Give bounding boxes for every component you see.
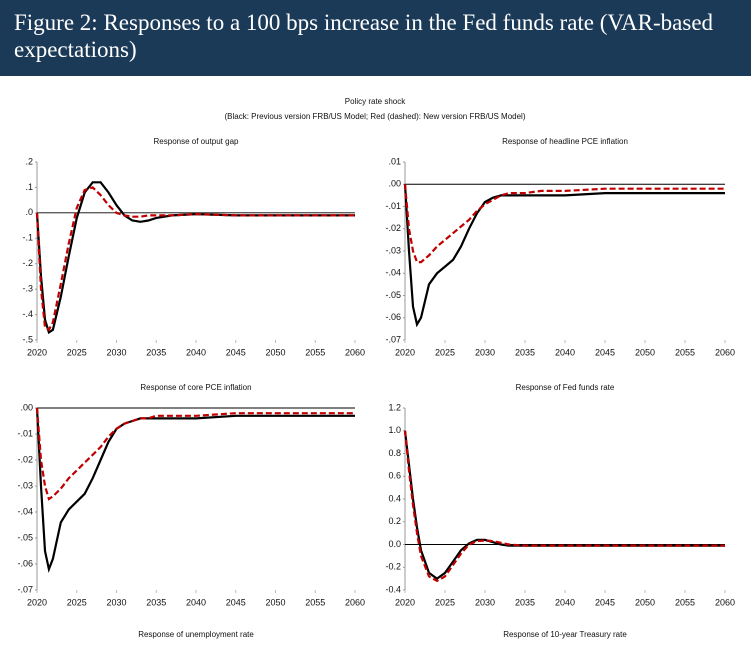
y-tick-label: .0 <box>25 207 33 217</box>
y-tick-label: -.5 <box>22 334 33 344</box>
y-tick-label: -.1 <box>22 233 33 243</box>
chart-title: Response of unemployment rate <box>138 630 254 639</box>
y-tick-label: -.04 <box>385 268 401 278</box>
x-tick-label: 2030 <box>106 347 126 357</box>
y-tick-label: -.02 <box>17 454 33 464</box>
series-line <box>403 184 725 264</box>
header: Figure 2: Responses to a 100 bps increas… <box>0 0 751 76</box>
x-tick-label: 2045 <box>595 597 615 607</box>
x-tick-label: 2020 <box>27 347 47 357</box>
y-tick-label: -.01 <box>385 201 401 211</box>
x-tick-label: 2025 <box>67 597 87 607</box>
chart-title: Response of Fed funds rate <box>516 383 615 392</box>
x-tick-label: 2020 <box>27 597 47 607</box>
x-tick-label: 2040 <box>186 597 206 607</box>
chart-title: Response of core PCE inflation <box>140 383 251 392</box>
x-tick-label: 2055 <box>305 347 325 357</box>
y-tick-label: -.03 <box>385 245 401 255</box>
x-tick-label: 2040 <box>186 347 206 357</box>
x-tick-label: 2060 <box>715 347 735 357</box>
y-tick-label: -.07 <box>385 334 401 344</box>
y-tick-label: -.03 <box>17 480 33 490</box>
subtitle: Policy rate shock <box>345 97 406 106</box>
x-tick-label: 2030 <box>475 597 495 607</box>
chart-title: Response of 10-year Treasury rate <box>503 630 627 639</box>
y-tick-label: -.3 <box>22 284 33 294</box>
header-title: Figure 2: Responses to a 100 bps increas… <box>14 10 714 62</box>
y-tick-label: .01 <box>388 156 401 166</box>
y-tick-label: -.06 <box>17 558 33 568</box>
series-line <box>35 407 355 574</box>
x-tick-label: 2035 <box>515 347 535 357</box>
y-tick-label: 0.6 <box>388 471 401 481</box>
series-line <box>403 430 725 580</box>
figure: Policy rate shock (Black: Previous versi… <box>17 97 735 639</box>
y-tick-label: -.01 <box>17 428 33 438</box>
y-tick-label: -0.4 <box>385 584 401 594</box>
chart-title: Response of output gap <box>154 137 240 146</box>
x-tick-label: 2060 <box>715 597 735 607</box>
y-tick-label: 0.4 <box>388 493 401 503</box>
series-line <box>35 407 355 501</box>
y-tick-label: -.05 <box>17 532 33 542</box>
y-tick-label: .00 <box>20 402 33 412</box>
y-tick-label: -.05 <box>385 290 401 300</box>
x-tick-label: 2050 <box>635 597 655 607</box>
x-tick-label: 2020 <box>395 597 415 607</box>
x-tick-label: 2050 <box>265 597 285 607</box>
x-tick-label: 2045 <box>595 347 615 357</box>
chart-title: Response of headline PCE inflation <box>502 137 628 146</box>
note: (Black: Previous version FRB/US Model; R… <box>225 112 526 121</box>
y-tick-label: -.2 <box>22 258 33 268</box>
y-tick-label: -.04 <box>17 506 33 516</box>
y-tick-label: -.07 <box>17 584 33 594</box>
y-tick-label: -.02 <box>385 223 401 233</box>
x-tick-label: 2025 <box>435 347 455 357</box>
y-tick-label: -.4 <box>22 309 33 319</box>
x-tick-label: 2055 <box>675 597 695 607</box>
x-tick-label: 2035 <box>146 347 166 357</box>
x-tick-label: 2055 <box>675 347 695 357</box>
y-tick-label: .1 <box>25 182 33 192</box>
x-tick-label: 2025 <box>67 347 87 357</box>
x-tick-label: 2040 <box>555 347 575 357</box>
y-tick-label: 1.2 <box>388 402 401 412</box>
x-tick-label: 2030 <box>475 347 495 357</box>
x-tick-label: 2050 <box>265 347 285 357</box>
x-tick-label: 2035 <box>146 597 166 607</box>
x-tick-label: 2060 <box>345 597 365 607</box>
series-line <box>35 186 355 332</box>
x-tick-label: 2060 <box>345 347 365 357</box>
x-tick-label: 2020 <box>395 347 415 357</box>
x-tick-label: 2050 <box>635 347 655 357</box>
y-tick-label: .00 <box>388 179 401 189</box>
y-tick-label: .2 <box>25 156 33 166</box>
y-tick-label: -0.2 <box>385 562 401 572</box>
series-line <box>35 181 355 335</box>
x-tick-label: 2045 <box>226 347 246 357</box>
x-tick-label: 2040 <box>555 597 575 607</box>
y-tick-label: 0.0 <box>388 539 401 549</box>
x-tick-label: 2035 <box>515 597 535 607</box>
x-tick-label: 2025 <box>435 597 455 607</box>
y-tick-label: -.06 <box>385 312 401 322</box>
x-tick-label: 2055 <box>305 597 325 607</box>
y-tick-label: 0.8 <box>388 448 401 458</box>
y-tick-label: 1.0 <box>388 425 401 435</box>
x-tick-label: 2045 <box>226 597 246 607</box>
y-tick-label: 0.2 <box>388 516 401 526</box>
series-line <box>403 430 725 583</box>
x-tick-label: 2030 <box>106 597 126 607</box>
series-line <box>403 184 725 328</box>
